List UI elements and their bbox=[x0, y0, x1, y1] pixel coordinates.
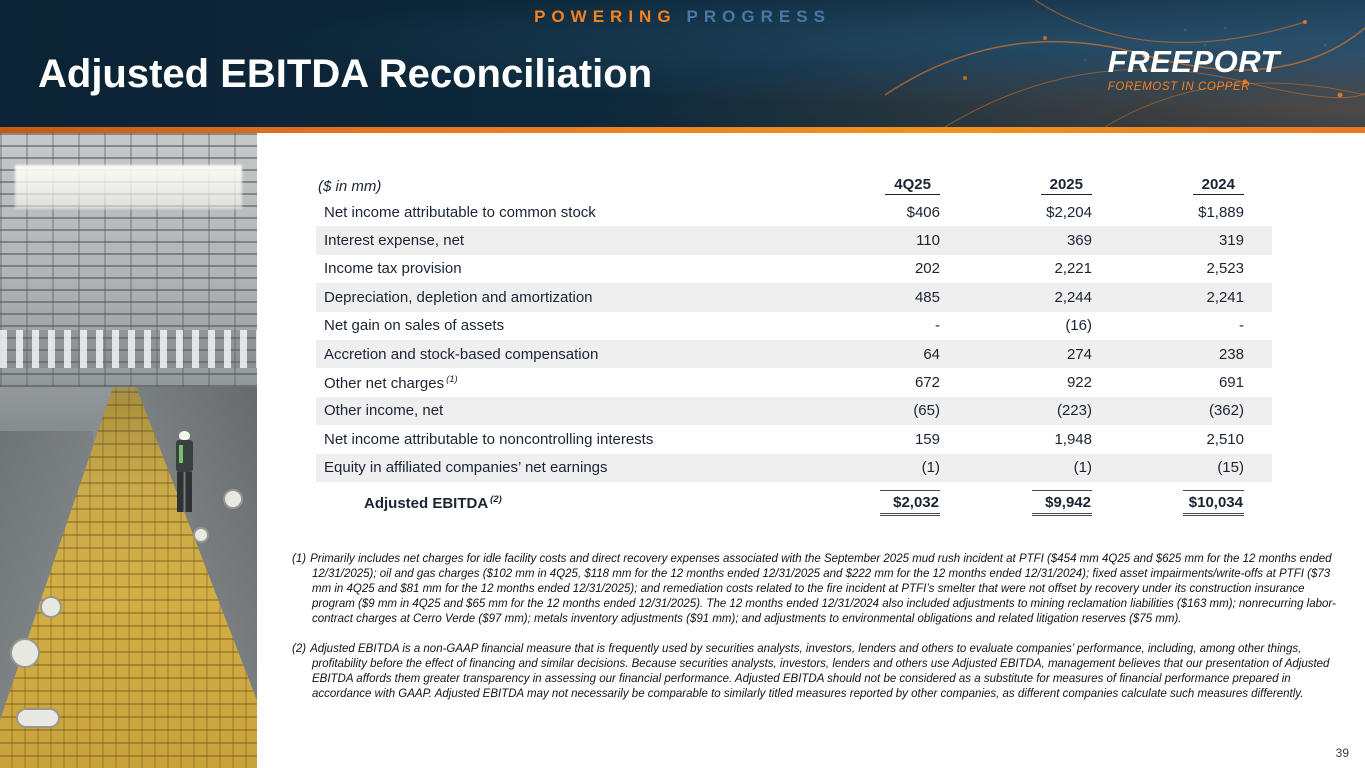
row-value: $406 bbox=[906, 203, 940, 221]
table-row: Net income attributable to common stock … bbox=[316, 198, 1272, 226]
footnote-2: (2) Adjusted EBITDA is a non-GAAP financi… bbox=[292, 642, 1338, 702]
row-value: (1) bbox=[1073, 459, 1092, 477]
table-row: Net income attributable to noncontrollin… bbox=[316, 425, 1272, 453]
row-label: Net income attributable to noncontrollin… bbox=[324, 430, 654, 448]
row-label: Net income attributable to common stock bbox=[324, 203, 596, 221]
page-number: 39 bbox=[1335, 746, 1349, 760]
table-row: Income tax provision 202 2,221 2,523 bbox=[316, 255, 1272, 283]
footnote-ref-1: (1) bbox=[446, 373, 458, 385]
row-value: 369 bbox=[1066, 232, 1092, 250]
footnotes-section: (1) Primarily includes net charges for id… bbox=[292, 552, 1338, 716]
row-value: (362) bbox=[1208, 402, 1244, 420]
row-label: Depreciation, depletion and amortization bbox=[324, 288, 593, 306]
row-value: $2,204 bbox=[1046, 203, 1092, 221]
photo-skylight bbox=[15, 164, 242, 210]
row-value: 2,221 bbox=[1054, 260, 1092, 278]
row-value: 922 bbox=[1066, 374, 1092, 392]
photo-pipe bbox=[223, 488, 243, 509]
ebitda-reconciliation-table: ($ in mm) 4Q25 2025 2024 Net income attr… bbox=[316, 170, 1272, 522]
footnote-2-text: Adjusted EBITDA is a non-GAAP financial … bbox=[310, 642, 1330, 700]
column-header-cell: 2024 bbox=[1092, 176, 1244, 195]
tagline-powering: POWERING bbox=[534, 7, 677, 26]
photo-pipe bbox=[16, 708, 60, 728]
footnote-1-text: Primarily includes net charges for idle … bbox=[310, 553, 1336, 625]
row-label: Interest expense, net bbox=[324, 232, 465, 250]
row-value: 485 bbox=[914, 288, 940, 306]
row-label: Other income, net bbox=[324, 402, 444, 420]
row-value: 64 bbox=[923, 345, 940, 363]
photo-window-band bbox=[0, 329, 257, 368]
total-label-text: Adjusted EBITDA bbox=[364, 494, 489, 512]
footnote-1: (1) Primarily includes net charges for id… bbox=[292, 552, 1338, 627]
worker-helmet bbox=[179, 431, 190, 440]
column-header-4q25: 4Q25 bbox=[885, 176, 940, 195]
world-network-decoration bbox=[885, 0, 1365, 127]
header-glow-decoration bbox=[0, 0, 1365, 127]
footnote-1-number: (1) bbox=[292, 553, 307, 565]
column-header-cell: 2025 bbox=[940, 176, 1092, 195]
table-row: Other net charges (1) 672 922 691 bbox=[316, 368, 1272, 396]
photo-worker bbox=[170, 431, 198, 513]
photo-pipe bbox=[193, 526, 209, 543]
row-value: 159 bbox=[914, 430, 940, 448]
row-value: $1,889 bbox=[1198, 203, 1244, 221]
row-value: (16) bbox=[1065, 317, 1092, 335]
row-value: 2,241 bbox=[1206, 288, 1244, 306]
unit-label: ($ in mm) bbox=[318, 178, 382, 195]
row-value: (65) bbox=[913, 402, 940, 420]
table-row: Depreciation, depletion and amortization… bbox=[316, 283, 1272, 312]
logo-wordmark: FREEPORT bbox=[1107, 44, 1280, 79]
row-value: 1,948 bbox=[1054, 430, 1092, 448]
worker-legs bbox=[177, 472, 192, 512]
row-label: Equity in affiliated companies’ net earn… bbox=[324, 459, 608, 477]
slide-header: POWERING PROGRESS Adjusted EBITDA Reconci… bbox=[0, 0, 1365, 127]
row-value: 110 bbox=[916, 232, 940, 250]
row-label: Other net charges (1) bbox=[316, 374, 788, 392]
logo-tagline: FOREMOST IN COPPER bbox=[1107, 81, 1251, 93]
row-label: Income tax provision bbox=[324, 260, 462, 278]
table-row: Interest expense, net 110 369 319 bbox=[316, 226, 1272, 255]
column-header-2025: 2025 bbox=[1040, 176, 1092, 195]
photo-pipe bbox=[40, 596, 62, 618]
row-label: Net gain on sales of assets bbox=[324, 317, 505, 335]
row-value: 2,523 bbox=[1206, 260, 1244, 278]
table-row: Equity in affiliated companies’ net earn… bbox=[316, 453, 1272, 482]
table-header-row: ($ in mm) 4Q25 2025 2024 bbox=[316, 170, 1272, 198]
row-value: - bbox=[1239, 317, 1244, 335]
table-row: Net gain on sales of assets - (16) - bbox=[316, 312, 1272, 340]
row-value: 202 bbox=[914, 260, 940, 278]
row-value: (1) bbox=[921, 459, 940, 477]
page-title: Adjusted EBITDA Reconciliation bbox=[38, 52, 653, 96]
facility-photo bbox=[0, 133, 257, 768]
tagline-progress: PROGRESS bbox=[686, 7, 831, 26]
row-value: (223) bbox=[1056, 402, 1092, 420]
accent-divider bbox=[0, 127, 1365, 133]
row-value: 2,244 bbox=[1054, 288, 1092, 306]
row-value: 238 bbox=[1218, 345, 1244, 363]
table-row: Accretion and stock-based compensation 6… bbox=[316, 339, 1272, 369]
row-value: 691 bbox=[1218, 374, 1244, 392]
photo-pipe bbox=[10, 638, 40, 668]
row-label-text: Other net charges bbox=[324, 374, 445, 392]
row-value: 672 bbox=[914, 374, 940, 392]
column-header-2024: 2024 bbox=[1192, 176, 1244, 195]
worker-vest bbox=[179, 445, 183, 463]
footnote-2-number: (2) bbox=[292, 642, 307, 655]
total-value: $2,032 bbox=[788, 489, 940, 516]
row-value: (15) bbox=[1217, 459, 1244, 477]
row-value: - bbox=[935, 317, 940, 335]
row-value: 2,510 bbox=[1206, 430, 1244, 448]
row-value: 319 bbox=[1218, 232, 1244, 250]
row-value: 274 bbox=[1066, 345, 1092, 363]
column-header-cell: 4Q25 bbox=[788, 176, 940, 195]
total-value: $10,034 bbox=[1092, 489, 1244, 516]
table-row: Other income, net (65) (223) (362) bbox=[316, 396, 1272, 426]
freeport-logo: FREEPORT FOREMOST IN COPPER bbox=[1108, 46, 1280, 93]
total-value: $9,942 bbox=[940, 489, 1092, 516]
company-tagline: POWERING PROGRESS bbox=[0, 7, 1365, 27]
total-row: Adjusted EBITDA (2) $2,032 $9,942 $10,034 bbox=[316, 484, 1272, 522]
footnote-ref-2: (2) bbox=[490, 493, 502, 505]
total-label: Adjusted EBITDA (2) bbox=[316, 494, 788, 512]
row-label: Accretion and stock-based compensation bbox=[324, 345, 599, 363]
